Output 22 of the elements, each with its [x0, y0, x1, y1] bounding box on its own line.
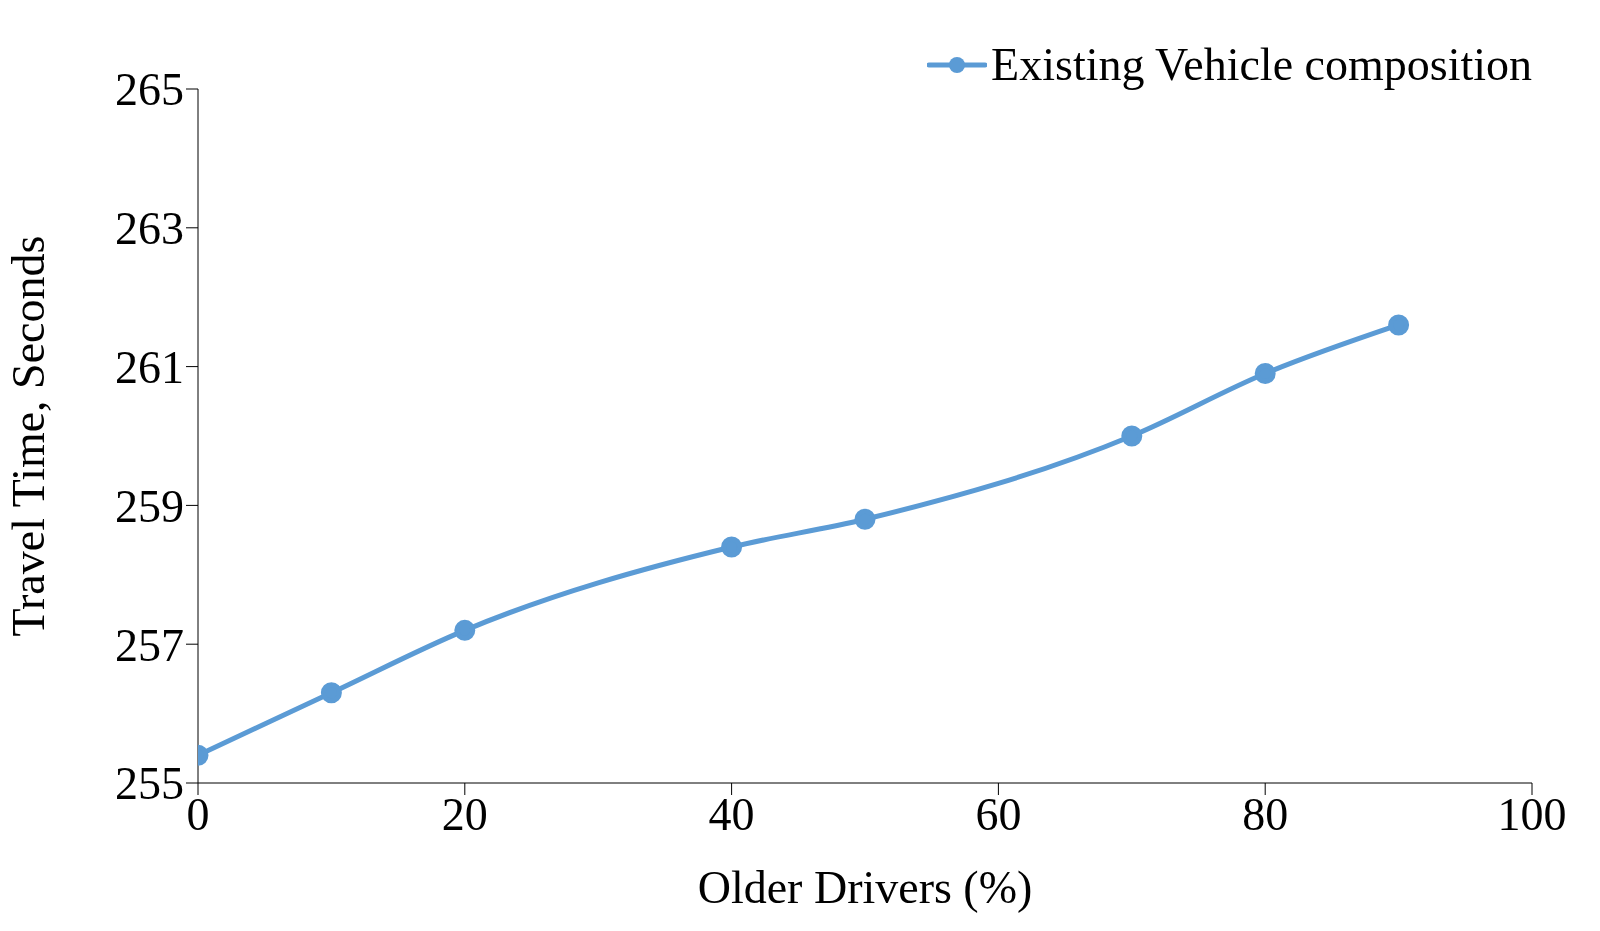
point — [1121, 425, 1143, 447]
x-tick-label: 80 — [1242, 788, 1289, 840]
point — [320, 682, 342, 704]
x-tick-label: 60 — [975, 788, 1022, 840]
y-tick-label: 261 — [115, 341, 184, 393]
x-tick-label: 100 — [1497, 788, 1567, 840]
y-tick-label: 263 — [115, 203, 184, 255]
y-axis-title: Travel Time, Seconds — [3, 235, 55, 637]
x-tick-label: 40 — [708, 788, 755, 840]
y-tick-label: 259 — [115, 480, 184, 532]
point — [1388, 314, 1410, 336]
y-tick-label: 255 — [115, 758, 184, 810]
x-tick-label: 0 — [186, 788, 210, 840]
point — [454, 619, 476, 641]
point — [721, 536, 743, 558]
y-tick-label: 265 — [115, 64, 184, 116]
x-axis-title: Older Drivers (%) — [697, 862, 1033, 913]
point — [1254, 363, 1276, 385]
y-tick-label: 257 — [115, 619, 184, 671]
point — [854, 508, 876, 530]
legend-label: Existing Vehicle composition — [991, 38, 1532, 91]
x-tick-label: 20 — [441, 788, 488, 840]
